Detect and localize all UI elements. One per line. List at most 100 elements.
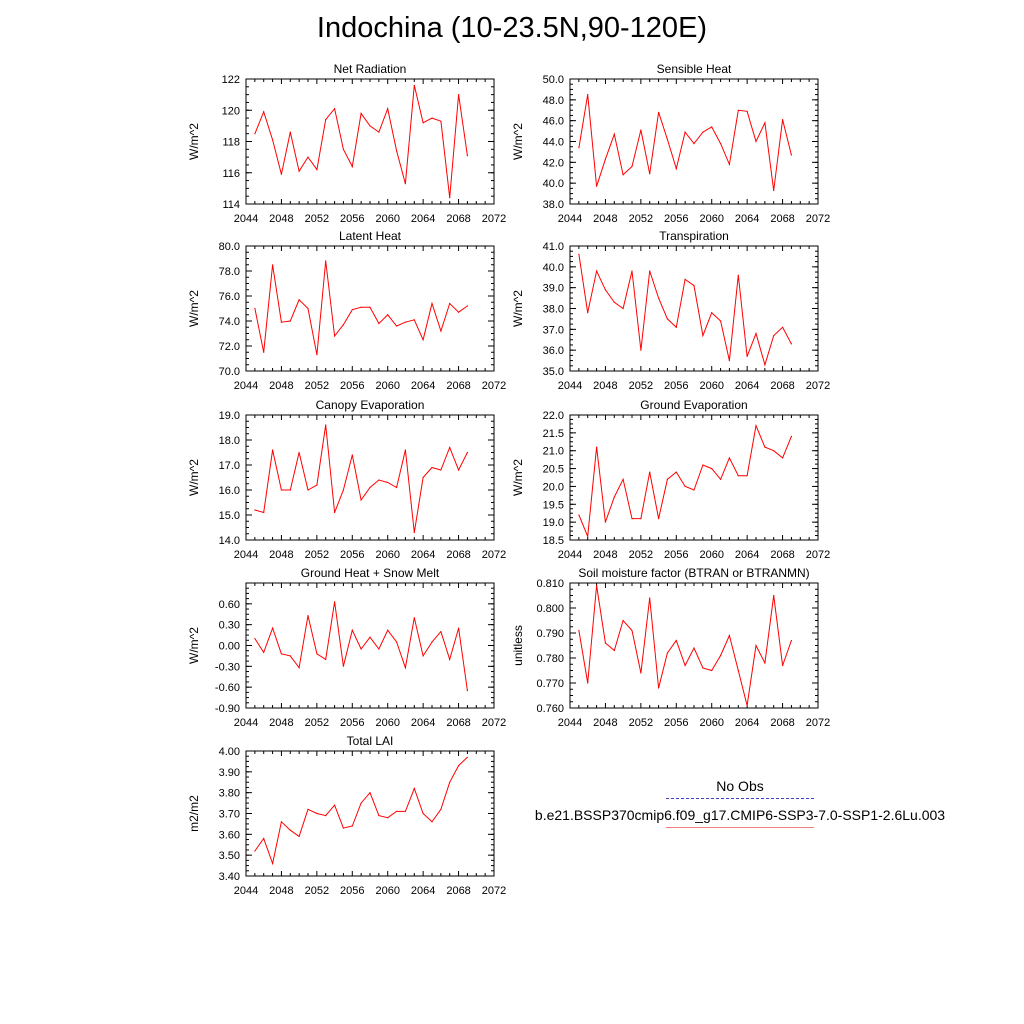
- data-point: [254, 133, 256, 135]
- x-tick-label: 2044: [234, 717, 258, 729]
- data-point: [396, 325, 398, 327]
- y-tick-label: 19.5: [543, 499, 564, 511]
- y-tick-label: 44.0: [543, 137, 564, 149]
- data-point: [422, 339, 424, 341]
- data-point: [631, 270, 633, 272]
- y-tick-label: 0.60: [219, 599, 240, 611]
- panel-7: Soil moisture factor (BTRAN or BTRANMN) u…: [511, 566, 830, 729]
- y-tick-label: -0.30: [215, 661, 240, 673]
- data-point: [728, 634, 731, 637]
- data-point: [720, 320, 722, 322]
- x-tick-label: 2056: [340, 717, 364, 729]
- data-point: [604, 158, 607, 160]
- data-point: [440, 631, 442, 633]
- data-point: [272, 627, 274, 629]
- data-point: [369, 486, 371, 489]
- x-tick-label: 2048: [593, 213, 617, 225]
- y-axis-label: W/m^2: [187, 123, 201, 160]
- x-tick-label: 2052: [305, 717, 329, 729]
- x-tick-label: 2060: [699, 549, 723, 561]
- data-point: [675, 471, 677, 473]
- x-tick-label: 2056: [340, 380, 364, 392]
- y-tick-label: 22.0: [543, 410, 564, 422]
- data-point: [307, 489, 309, 491]
- data-point: [342, 827, 344, 829]
- data-point: [790, 639, 793, 642]
- data-point: [604, 521, 607, 523]
- data-point: [413, 531, 415, 534]
- x-tick-label: 2056: [664, 213, 688, 225]
- data-point: [422, 122, 424, 124]
- x-tick-label: 2056: [664, 717, 688, 729]
- data-point: [675, 168, 677, 170]
- y-tick-label: -0.60: [215, 682, 240, 694]
- y-tick-label: 39.0: [543, 283, 564, 295]
- x-tick-label: 2064: [411, 717, 435, 729]
- data-point: [342, 489, 344, 491]
- data-point: [449, 658, 451, 661]
- data-point: [693, 489, 695, 491]
- data-point: [720, 654, 722, 657]
- data-point: [404, 321, 406, 323]
- data-point: [387, 481, 389, 484]
- x-tick-label: 2044: [234, 885, 258, 897]
- data-point: [440, 808, 442, 810]
- data-point: [466, 756, 468, 758]
- data-point: [773, 189, 775, 192]
- data-point: [711, 468, 713, 470]
- x-tick-label: 2048: [269, 213, 293, 225]
- data-point: [404, 810, 406, 813]
- x-tick-label: 2064: [411, 213, 435, 225]
- y-tick-label: 17.0: [219, 460, 240, 472]
- data-point: [342, 665, 344, 667]
- data-point: [263, 837, 265, 840]
- data-point: [289, 655, 291, 657]
- data-point: [254, 850, 256, 852]
- data-point: [342, 324, 344, 326]
- data-point: [720, 143, 722, 145]
- data-point: [728, 457, 731, 459]
- plot-frame: [245, 78, 495, 205]
- legend-run-line: [666, 827, 814, 828]
- data-point: [587, 682, 589, 684]
- y-tick-label: 50.0: [543, 74, 564, 86]
- y-tick-label: 42.0: [543, 157, 564, 169]
- y-tick-label: 74.0: [219, 316, 240, 328]
- series-line: [254, 756, 468, 866]
- data-point: [351, 629, 353, 631]
- y-tick-label: 15.0: [219, 510, 240, 522]
- data-point: [387, 314, 389, 316]
- data-point: [422, 476, 424, 479]
- data-point: [431, 821, 433, 823]
- y-tick-label: 3.60: [219, 829, 240, 841]
- x-tick-label: 2052: [305, 213, 329, 225]
- series-line: [254, 424, 468, 533]
- data-point: [587, 312, 589, 314]
- y-tick-label: 38.0: [543, 304, 564, 316]
- y-tick-label: 3.90: [219, 767, 240, 779]
- data-point: [711, 669, 713, 672]
- data-point: [466, 690, 468, 692]
- data-point: [764, 122, 766, 124]
- data-point: [755, 425, 757, 427]
- data-point: [413, 617, 415, 619]
- series-line: [254, 260, 468, 355]
- data-point: [666, 138, 669, 140]
- data-point: [334, 108, 336, 110]
- y-tick-label: 0.780: [536, 653, 564, 665]
- data-point: [263, 511, 265, 514]
- panel-3: Transpiration W/m^2 2044 2048 2052 2056 2060 20…: [511, 229, 830, 392]
- y-tick-label: 78.0: [219, 266, 240, 278]
- y-tick-label: 0.810: [536, 578, 564, 590]
- y-axis-label: W/m^2: [511, 123, 525, 160]
- x-tick-label: 2068: [446, 717, 470, 729]
- data-point: [622, 478, 624, 480]
- data-point: [640, 672, 642, 674]
- data-point: [280, 321, 282, 323]
- y-tick-label: 0.760: [536, 703, 564, 715]
- data-point: [280, 489, 282, 491]
- data-point: [622, 619, 624, 622]
- data-point: [307, 808, 309, 810]
- panel-6: Ground Heat + Snow Melt W/m^2 2044 2048 2052…: [187, 566, 506, 729]
- series-line: [578, 585, 792, 706]
